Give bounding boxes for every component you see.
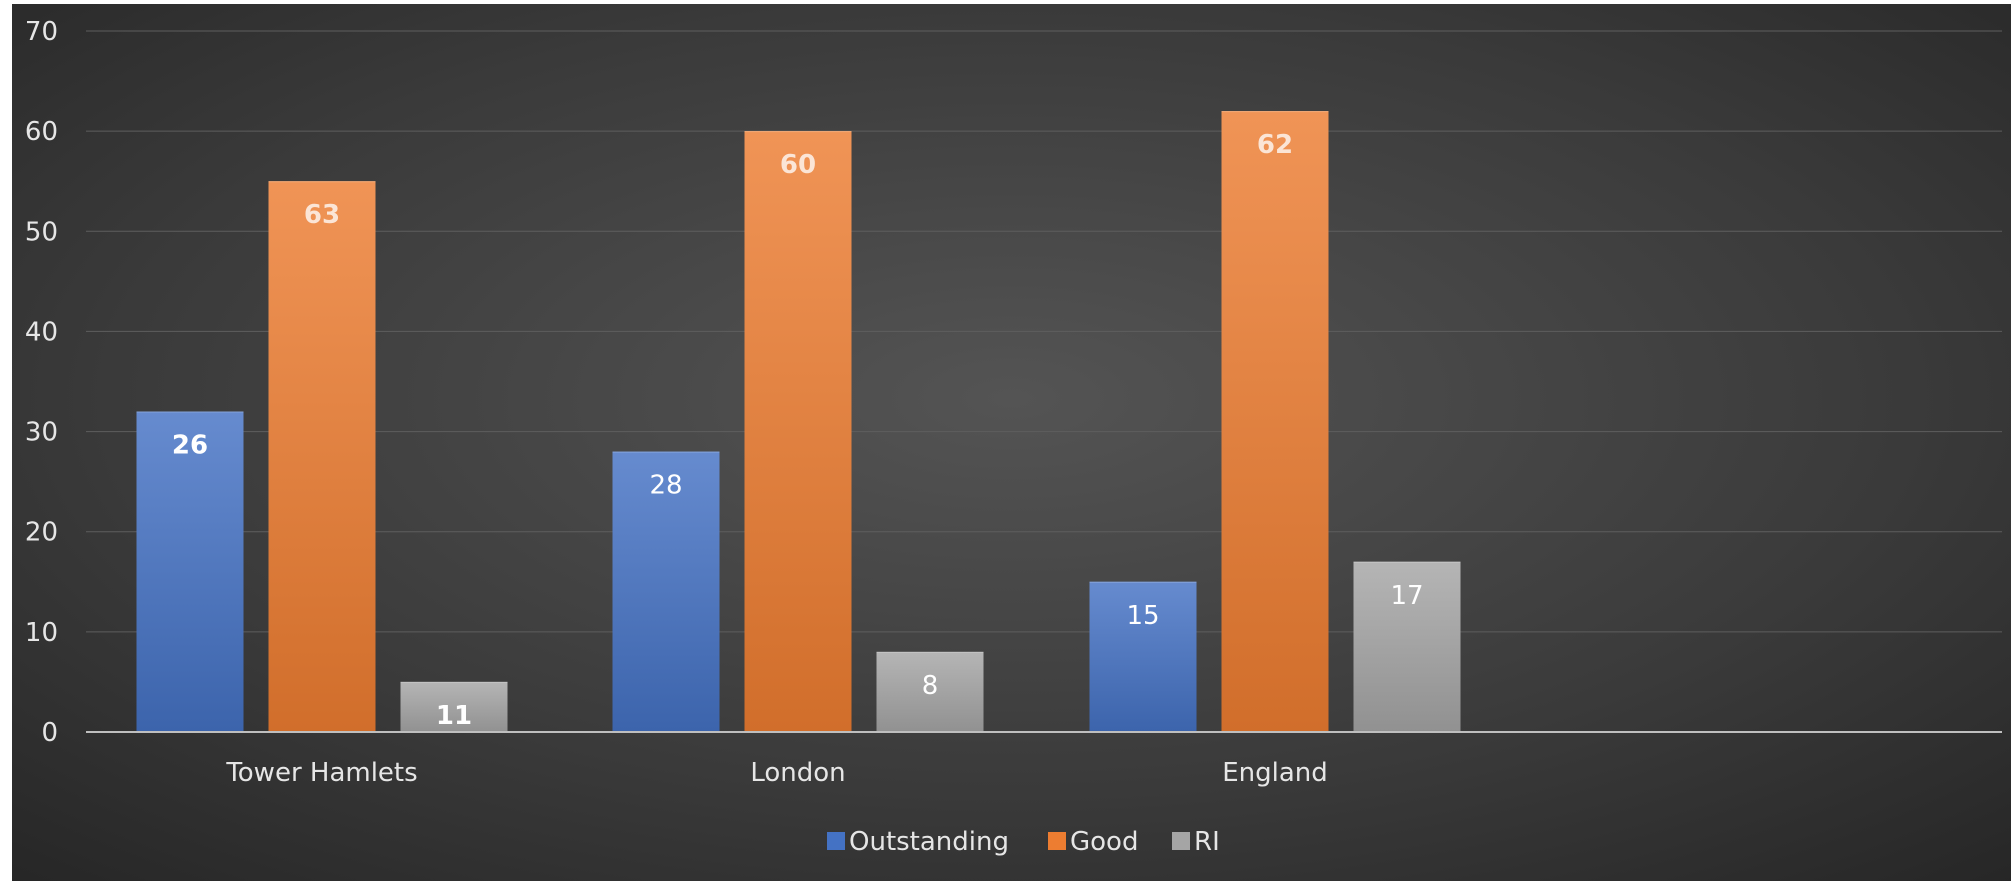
bar-ri-london bbox=[876, 651, 984, 732]
y-tick-label: 0 bbox=[41, 718, 58, 748]
y-tick-label: 60 bbox=[25, 117, 58, 147]
chart-frame: 0 10 20 30 40 50 60 70 26 63 11 28 60 8 15 62 17 Tower … bbox=[12, 4, 2011, 881]
bar-ri-england bbox=[1353, 561, 1461, 732]
data-label: 28 bbox=[649, 471, 682, 501]
y-tick-label: 20 bbox=[25, 518, 58, 548]
category-label: Tower Hamlets bbox=[225, 758, 417, 788]
data-label: 63 bbox=[304, 200, 340, 230]
data-label: 8 bbox=[922, 671, 939, 701]
y-tick-label: 40 bbox=[25, 317, 58, 347]
bar-good-england bbox=[1221, 111, 1329, 733]
gridlines bbox=[86, 30, 2002, 633]
data-label: 26 bbox=[172, 431, 208, 461]
y-tick-label: 10 bbox=[25, 618, 58, 648]
legend: Outstanding Good RI bbox=[827, 827, 1220, 857]
bar-ri-tower-hamlets bbox=[400, 681, 508, 732]
data-label: 17 bbox=[1390, 581, 1423, 611]
data-label: 15 bbox=[1126, 601, 1159, 631]
data-label: 11 bbox=[436, 701, 472, 731]
category-label: London bbox=[750, 758, 845, 788]
y-tick-label: 30 bbox=[25, 418, 58, 448]
legend-label-outstanding: Outstanding bbox=[849, 827, 1009, 857]
category-labels: Tower Hamlets London England bbox=[225, 758, 1327, 788]
bars bbox=[136, 111, 1461, 733]
data-label: 60 bbox=[780, 150, 816, 180]
legend-swatch-ri bbox=[1172, 832, 1190, 850]
bar-outstanding-england bbox=[1089, 581, 1197, 732]
y-tick-label: 50 bbox=[25, 217, 58, 247]
legend-label-good: Good bbox=[1070, 827, 1138, 857]
legend-swatch-good bbox=[1048, 832, 1066, 850]
category-label: England bbox=[1222, 758, 1328, 788]
data-labels: 26 63 11 28 60 8 15 62 17 bbox=[172, 130, 1424, 731]
bar-chart: 0 10 20 30 40 50 60 70 26 63 11 28 60 8 15 62 17 Tower … bbox=[12, 4, 2011, 881]
data-label: 62 bbox=[1257, 130, 1293, 160]
bar-good-tower-hamlets bbox=[268, 181, 376, 732]
legend-label-ri: RI bbox=[1194, 827, 1220, 857]
y-tick-label: 70 bbox=[25, 17, 58, 47]
bar-good-london bbox=[744, 131, 852, 733]
y-axis: 0 10 20 30 40 50 60 70 bbox=[25, 17, 58, 748]
bar-outstanding-london bbox=[612, 451, 720, 732]
bar-outstanding-tower-hamlets bbox=[136, 411, 244, 732]
legend-swatch-outstanding bbox=[827, 832, 845, 850]
